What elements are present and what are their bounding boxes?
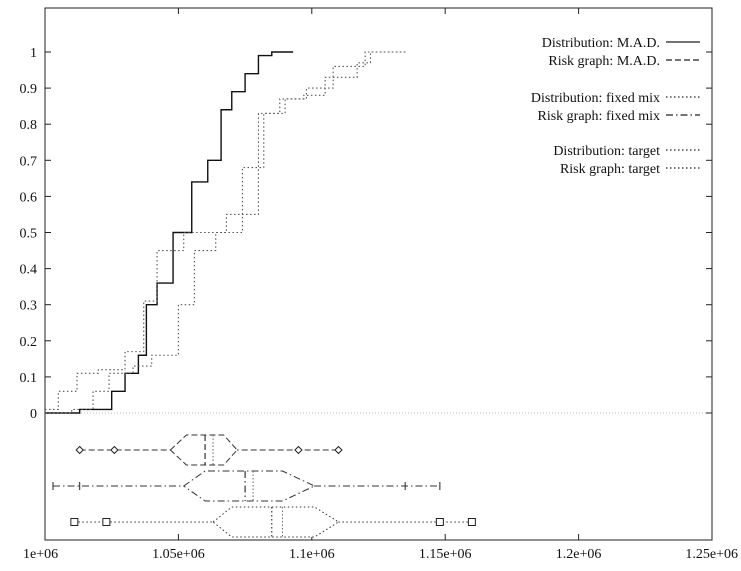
risk-marker — [435, 518, 444, 526]
plot-frame — [44, 7, 713, 541]
y-tick-label: 0.3 — [20, 299, 38, 314]
y-tick-label: 0.9 — [20, 82, 38, 97]
y-tick-label: 0.2 — [20, 335, 38, 350]
risk-marker — [294, 445, 303, 455]
risk-marker — [334, 445, 343, 455]
series-line-1 — [45, 51, 406, 410]
x-tick-label: 1.2e+06 — [556, 547, 602, 562]
y-tick-label: 0.8 — [20, 118, 38, 133]
legend-label: Distribution: target — [553, 144, 660, 159]
y-tick-label: 0.7 — [20, 154, 38, 169]
y-tick-label: 0 — [30, 407, 37, 422]
x-tick-label: 1.05e+06 — [152, 547, 205, 562]
legend-label: Distribution: fixed mix — [531, 91, 660, 106]
y-tick-label: 0.1 — [20, 371, 38, 386]
legend-label: Risk graph: fixed mix — [538, 109, 661, 124]
risk-marker — [75, 445, 84, 455]
risk-marker — [110, 445, 119, 455]
x-tick-label: 1.15e+06 — [419, 547, 472, 562]
legend-label: Risk graph: target — [560, 162, 660, 177]
x-tick-label: 1e+06 — [23, 547, 58, 562]
risk-box — [182, 470, 316, 502]
x-tick-label: 1.25e+06 — [685, 547, 738, 562]
risk-graph-1 — [52, 470, 441, 502]
risk-box — [212, 506, 340, 538]
legend-label: Distribution: M.A.D. — [542, 36, 660, 51]
risk-box — [169, 434, 238, 466]
legend: Distribution: M.A.D. Risk graph: M.A.D. Di… — [531, 36, 700, 177]
risk-marker — [102, 518, 111, 526]
y-tick-label: 0.4 — [20, 263, 38, 278]
x-tick-label: 1.1e+06 — [289, 547, 335, 562]
y-tick-label: 0.5 — [20, 227, 38, 242]
risk-marker — [467, 518, 476, 526]
series-line-0 — [45, 51, 294, 414]
y-tick-label: 0.6 — [20, 190, 38, 205]
axes-layer: 0 0.1 0.2 0.3 0.4 0.5 0.6 0.7 0.8 0.9 1 1e+06 1.05e+… — [20, 7, 738, 562]
y-tick-label: 1 — [30, 46, 37, 61]
risk-graph-0 — [75, 434, 343, 466]
risk-marker — [70, 518, 79, 526]
series-layer — [45, 51, 408, 414]
legend-label: Risk graph: M.A.D. — [548, 54, 660, 69]
risk-layer — [52, 434, 476, 538]
risk-graph-2 — [70, 506, 476, 538]
